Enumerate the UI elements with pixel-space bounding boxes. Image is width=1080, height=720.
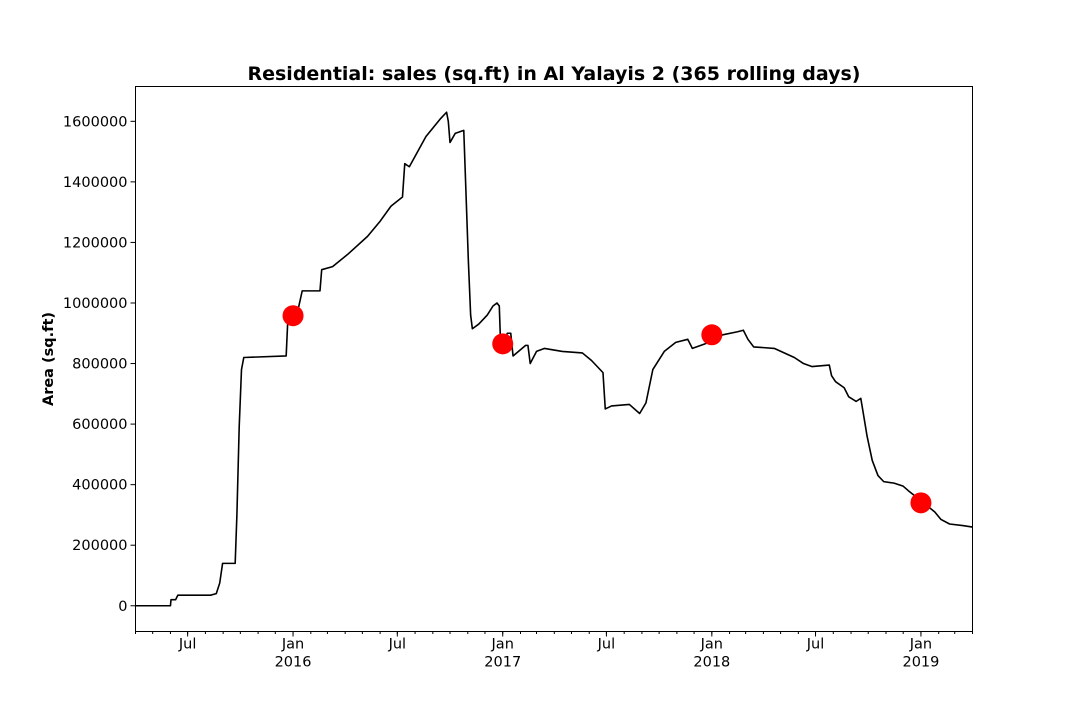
y-tick-label: 1600000 xyxy=(63,114,128,130)
chart-title: Residential: sales (sq.ft) in Al Yalayis… xyxy=(247,63,860,85)
y-tick-label: 0 xyxy=(118,599,127,615)
data-point-marker xyxy=(910,492,932,514)
y-tick-label: 200000 xyxy=(72,538,127,554)
y-tick-label: 1200000 xyxy=(63,235,128,251)
y-tick-label: 400000 xyxy=(72,478,127,494)
x-tick-label: Jan xyxy=(491,637,514,653)
y-axis: 0 200000 400000 600000 800000 1000000 1200000 1… xyxy=(63,114,136,615)
y-tick-label: 800000 xyxy=(72,357,127,373)
y-axis-label: Area (sq.ft) xyxy=(41,312,57,406)
data-point-marker xyxy=(492,333,514,355)
x-tick-label: Jul xyxy=(178,637,197,653)
x-axis: Jul Jan 2016 Jul Jan 2017 Jul Jan 2018 Jul Jan 2019 xyxy=(135,631,973,671)
y-tick-label: 1000000 xyxy=(63,296,128,312)
y-tick-label: 600000 xyxy=(72,417,127,433)
x-tick-label: Jan xyxy=(700,637,723,653)
data-point-marker xyxy=(282,305,304,327)
plot-area-frame xyxy=(135,86,973,632)
x-tick-label: Jul xyxy=(806,637,825,653)
data-line xyxy=(135,111,973,607)
x-tick-year-label: 2017 xyxy=(484,655,521,671)
x-tick-year-label: 2018 xyxy=(693,655,730,671)
x-tick-year-label: 2016 xyxy=(275,655,312,671)
y-tick-label: 1400000 xyxy=(63,175,128,191)
x-tick-label: Jan xyxy=(281,637,304,653)
series-layer xyxy=(135,111,973,607)
x-tick-label: Jul xyxy=(388,637,407,653)
x-tick-label: Jan xyxy=(909,637,932,653)
data-point-marker xyxy=(701,324,723,346)
x-tick-label: Jul xyxy=(597,637,616,653)
x-tick-year-label: 2019 xyxy=(902,655,939,671)
marker-layer xyxy=(282,305,932,514)
